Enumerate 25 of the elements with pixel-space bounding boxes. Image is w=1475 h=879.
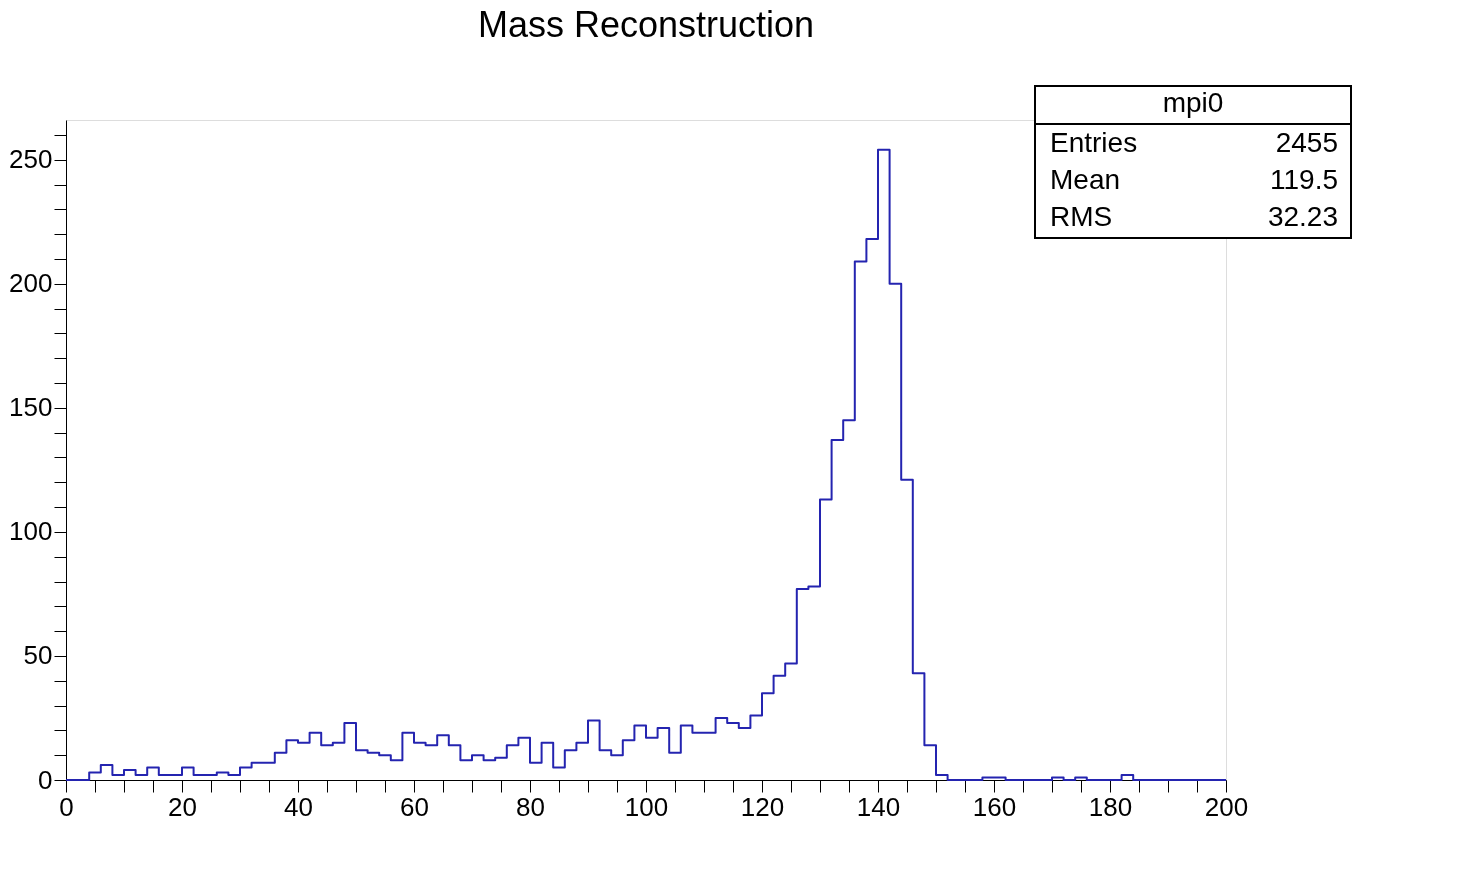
x-tick-label: 200 [1204, 791, 1249, 822]
x-tick-label: 40 [284, 791, 313, 822]
x-tick-label: 160 [972, 791, 1017, 822]
y-tick-label: 150 [9, 392, 53, 423]
text: mpi0 [1162, 87, 1224, 118]
text: 32.23 [1267, 201, 1338, 232]
x-tick-label: 140 [856, 791, 901, 822]
x-tick-label: 60 [400, 791, 429, 822]
y-tick-label: 50 [23, 640, 53, 671]
x-tick-label: 80 [516, 791, 545, 822]
x-tick-label: 20 [168, 791, 197, 822]
y-tick-label: 200 [9, 268, 53, 299]
annotation: RMS [1050, 201, 1113, 232]
y-tick-label: 250 [9, 144, 53, 175]
y-tick-label: 0 [38, 764, 53, 795]
annotation: Entries [1050, 127, 1138, 158]
x-tick-label: 100 [624, 791, 669, 822]
y-tick-label: 100 [9, 516, 53, 547]
text: 2455 [1275, 127, 1338, 158]
x-tick-label: 0 [59, 791, 74, 822]
chart-title: Mass Reconstruction [477, 4, 815, 45]
x-tick-label: 180 [1088, 791, 1133, 822]
text: 119.5 [1270, 164, 1338, 195]
x-tick-label: 120 [740, 791, 785, 822]
annotation: Mean [1050, 164, 1121, 195]
